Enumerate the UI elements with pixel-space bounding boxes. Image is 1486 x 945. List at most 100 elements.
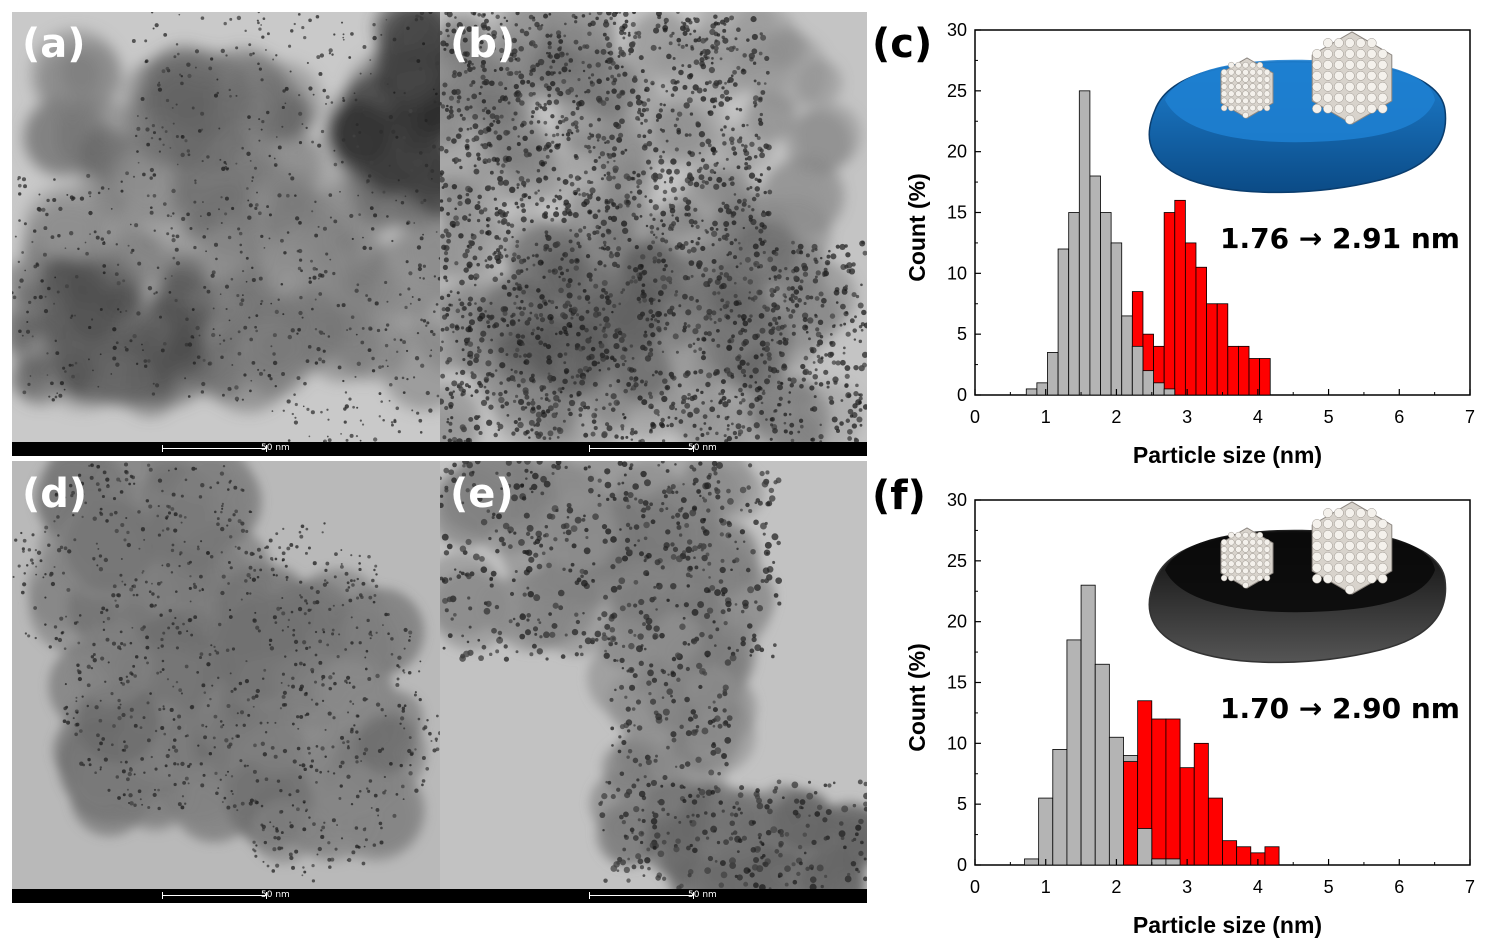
red-series-bar <box>1236 846 1252 866</box>
scale-label-a: 50 nm <box>261 443 290 453</box>
panel-label-f: (f) <box>872 473 926 519</box>
x-tick-label: 1 <box>1041 407 1051 427</box>
red-series-bar <box>1193 742 1209 866</box>
large-nanoparticle-cluster <box>1311 501 1393 595</box>
red-series-bar <box>1163 212 1176 396</box>
red-series-bar <box>1174 199 1186 396</box>
x-tick-label: 7 <box>1465 877 1475 897</box>
red-series-bar <box>1216 303 1229 396</box>
red-series-bar <box>1227 345 1239 396</box>
x-tick-label: 1 <box>1041 877 1051 897</box>
x-tick-label: 5 <box>1324 407 1334 427</box>
red-series-bar <box>1222 840 1238 866</box>
y-tick-label: 5 <box>957 794 967 814</box>
red-series-bar <box>1238 345 1250 396</box>
y-tick-label: 20 <box>947 142 967 162</box>
x-tick-label: 5 <box>1324 877 1334 897</box>
y-axis-label: Count (%) <box>904 173 930 282</box>
x-tick-label: 7 <box>1465 407 1475 427</box>
y-tick-label: 15 <box>947 673 967 693</box>
gray-series-bar <box>1025 388 1038 396</box>
red-series-bar <box>1165 718 1181 866</box>
y-tick-label: 5 <box>957 324 967 344</box>
gray-overlap-bar <box>1131 345 1144 396</box>
size-shift-annotation: 1.70 → 2.90 nm <box>1220 692 1460 725</box>
red-series-bar <box>1179 767 1195 866</box>
gray-overlap-bar <box>1163 388 1176 396</box>
y-tick-label: 30 <box>947 490 967 510</box>
x-tick-label: 6 <box>1394 407 1404 427</box>
x-tick-label: 4 <box>1253 877 1263 897</box>
red-series-bar <box>1195 266 1207 396</box>
red-series-bar <box>1207 797 1223 866</box>
gray-series-bar <box>1066 639 1082 866</box>
red-series-bar <box>1206 303 1218 396</box>
inset-model <box>1148 501 1447 664</box>
gray-series-bar <box>1121 315 1133 396</box>
y-tick-label: 10 <box>947 733 967 753</box>
gray-series-bar <box>1057 248 1070 396</box>
y-tick-label: 25 <box>947 551 967 571</box>
small-nanoparticle-cluster <box>1220 527 1274 589</box>
y-tick-label: 0 <box>957 855 967 875</box>
panel-label-e: (e) <box>450 471 514 517</box>
x-tick-label: 0 <box>970 407 980 427</box>
gray-series-bar <box>1080 584 1096 866</box>
histogram-chart-f: 0 1 2 3 4 5 6 7 0 5 10 15 20 25 30 Particle size (nm) Co… <box>904 490 1475 938</box>
inset-model <box>1148 31 1447 194</box>
y-tick-label: 30 <box>947 20 967 40</box>
gray-series-bar <box>1108 736 1124 866</box>
scale-bar-bottom: 50 nm 50 nm <box>12 889 867 903</box>
scale-label-e: 50 nm <box>688 890 717 900</box>
micrograph-b <box>440 12 867 442</box>
gray-overlap-bar <box>1165 858 1181 866</box>
x-tick-label: 2 <box>1111 407 1121 427</box>
y-axis-label: Count (%) <box>904 643 930 752</box>
gray-series-bar <box>1052 749 1068 866</box>
x-tick-label: 2 <box>1111 877 1121 897</box>
red-series-bar <box>1264 846 1280 866</box>
x-tick-label: 4 <box>1253 407 1263 427</box>
gray-overlap-bar <box>1142 370 1154 396</box>
gray-series-bar <box>1089 175 1101 396</box>
panel-label-a: (a) <box>22 21 86 67</box>
scale-label-d: 50 nm <box>261 890 290 900</box>
scale-bar-top: 50 nm 50 nm <box>12 442 867 456</box>
gray-series-bar <box>1024 858 1040 866</box>
x-axis-label: Particle size (nm) <box>1133 912 1322 938</box>
red-series-bar <box>1123 761 1139 866</box>
gray-overlap-bar <box>1151 858 1167 866</box>
gray-series-bar <box>1078 90 1091 396</box>
y-tick-label: 0 <box>957 385 967 405</box>
support-top <box>1165 59 1435 143</box>
gray-series-bar <box>1100 212 1112 396</box>
y-tick-label: 20 <box>947 612 967 632</box>
micrograph-d <box>12 461 440 889</box>
gray-series-bar <box>1110 242 1123 396</box>
red-series-bar <box>1184 242 1197 396</box>
gray-series-bar <box>1094 663 1110 866</box>
x-tick-label: 3 <box>1182 407 1192 427</box>
panel-label-d: (d) <box>22 471 88 517</box>
support-top <box>1165 529 1435 613</box>
x-tick-label: 6 <box>1394 877 1404 897</box>
y-tick-label: 10 <box>947 263 967 283</box>
gray-series-bar <box>1068 212 1080 396</box>
micrograph-a <box>12 12 440 442</box>
micrograph-e <box>440 461 867 889</box>
small-nanoparticle-cluster <box>1220 57 1274 119</box>
x-tick-label: 3 <box>1182 877 1192 897</box>
y-tick-label: 15 <box>947 203 967 223</box>
size-shift-annotation: 1.76 → 2.91 nm <box>1220 222 1460 255</box>
gray-overlap-bar <box>1137 828 1153 866</box>
x-tick-label: 0 <box>970 877 980 897</box>
red-series-bar <box>1151 718 1167 866</box>
panel-label-c: (c) <box>872 21 933 67</box>
x-axis-label: Particle size (nm) <box>1133 442 1322 468</box>
scale-label-b: 50 nm <box>688 443 717 453</box>
gray-series-bar <box>1047 352 1059 396</box>
red-series-bar <box>1259 358 1271 396</box>
gray-series-bar <box>1038 797 1054 866</box>
large-nanoparticle-cluster <box>1311 31 1393 125</box>
